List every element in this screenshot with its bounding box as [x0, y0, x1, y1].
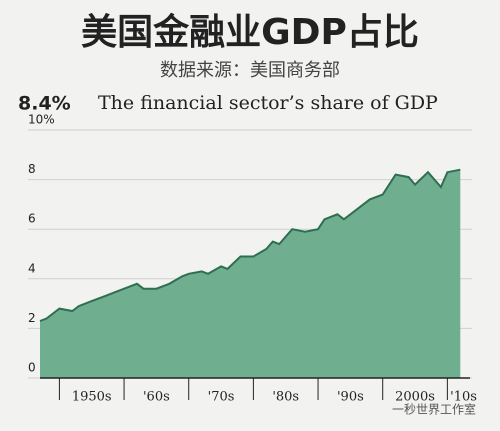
- x-tick-label: '90s: [337, 390, 364, 405]
- x-tick-label: '10s: [450, 390, 477, 405]
- watermark: 一秒世界工作室: [392, 402, 476, 417]
- y-tick-label: 4: [28, 261, 36, 275]
- y-tick-label: 2: [28, 311, 36, 325]
- x-tick-label: '80s: [272, 390, 299, 405]
- x-tick-label: 2000s: [395, 390, 435, 405]
- chart-subtitle: 数据来源：美国商务部: [160, 60, 340, 81]
- x-tick-label: '70s: [208, 390, 235, 405]
- x-tick-label: 1950s: [72, 390, 112, 405]
- x-tick-label: '60s: [143, 390, 170, 405]
- line: [39, 168, 461, 322]
- headline-value: 8.4%: [18, 93, 71, 115]
- y-tick-label: 0: [28, 361, 36, 375]
- y-tick-label: 6: [28, 212, 36, 226]
- area: [40, 169, 461, 378]
- y-tick-label: 8: [28, 162, 36, 176]
- y-tick-label: 10%: [28, 113, 55, 127]
- headline-text: The financial sector’s share of GDP: [98, 92, 438, 114]
- chart-title: 美国金融业GDP占比: [81, 11, 419, 53]
